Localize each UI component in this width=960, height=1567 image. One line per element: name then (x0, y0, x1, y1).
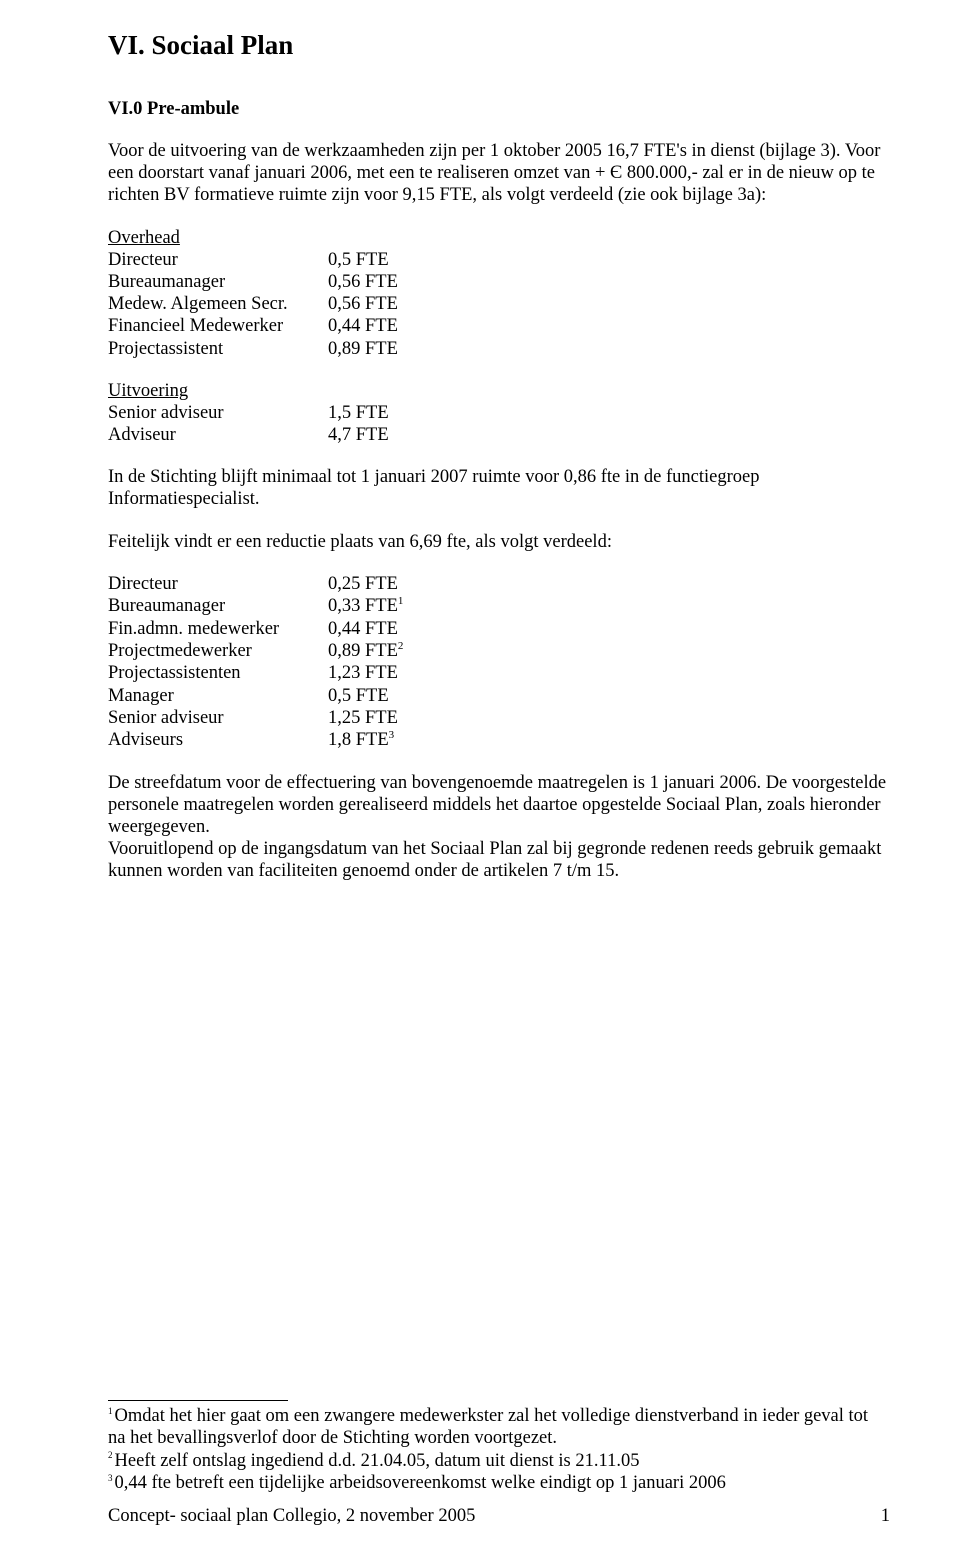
reductie-table: Directeur0,25 FTE Bureaumanager0,33 FTE1… (108, 573, 890, 752)
row-val: 0,25 FTE (328, 573, 890, 595)
table-row: Adviseurs1,8 FTE3 (108, 729, 890, 751)
table-row: Medew. Algemeen Secr.0,56 FTE (108, 293, 890, 315)
row-val: 1,23 FTE (328, 662, 890, 684)
vooruitlopend-paragraph: Vooruitlopend op de ingangsdatum van het… (108, 838, 890, 882)
overhead-heading: Overhead (108, 227, 890, 249)
row-val: 0,89 FTE2 (328, 640, 890, 662)
table-row: Bureaumanager0,56 FTE (108, 271, 890, 293)
row-key: Financieel Medewerker (108, 315, 328, 337)
table-row: Manager0,5 FTE (108, 685, 890, 707)
row-val: 1,25 FTE (328, 707, 890, 729)
row-key: Manager (108, 685, 328, 707)
stichting-paragraph: In de Stichting blijft minimaal tot 1 ja… (108, 466, 890, 510)
row-val: 0,44 FTE (328, 618, 890, 640)
row-key: Projectassistent (108, 338, 328, 360)
page-number: 1 (881, 1506, 890, 1527)
row-key: Directeur (108, 249, 328, 271)
intro-paragraph: Voor de uitvoering van de werkzaamheden … (108, 140, 890, 207)
row-val: 0,89 FTE (328, 338, 890, 360)
table-row: Projectassistenten1,23 FTE (108, 662, 890, 684)
footnote-rule (108, 1400, 288, 1401)
row-key: Senior adviseur (108, 707, 328, 729)
footnote: 30,44 fte betreft een tijdelijke arbeids… (108, 1472, 890, 1494)
row-key: Fin.admn. medewerker (108, 618, 328, 640)
row-val: 1,8 FTE3 (328, 729, 890, 751)
section-heading: VI.0 Pre-ambule (108, 99, 890, 120)
table-row: Directeur0,5 FTE (108, 249, 890, 271)
row-val: 4,7 FTE (328, 424, 890, 446)
row-val: 0,5 FTE (328, 685, 890, 707)
table-row: Directeur0,25 FTE (108, 573, 890, 595)
overhead-table: Overhead Directeur0,5 FTE Bureaumanager0… (108, 227, 890, 360)
table-row: Projectmedewerker0,89 FTE2 (108, 640, 890, 662)
row-val: 1,5 FTE (328, 402, 890, 424)
row-key: Senior adviseur (108, 402, 328, 424)
reductie-paragraph: Feitelijk vindt er een reductie plaats v… (108, 531, 890, 553)
row-val: 0,56 FTE (328, 271, 890, 293)
row-key: Adviseurs (108, 729, 328, 751)
row-val: 0,56 FTE (328, 293, 890, 315)
footnote: 2Heeft zelf ontslag ingediend d.d. 21.04… (108, 1450, 890, 1472)
footnotes: 1Omdat het hier gaat om een zwangere med… (108, 1400, 890, 1494)
table-row: Bureaumanager0,33 FTE1 (108, 595, 890, 617)
row-key: Bureaumanager (108, 271, 328, 293)
uitvoering-table: Uitvoering Senior adviseur1,5 FTE Advise… (108, 380, 890, 447)
document-title: VI. Sociaal Plan (108, 30, 890, 61)
page-footer: Concept- sociaal plan Collegio, 2 novemb… (108, 1506, 890, 1527)
table-row: Financieel Medewerker0,44 FTE (108, 315, 890, 337)
row-key: Projectmedewerker (108, 640, 328, 662)
footnote: 1Omdat het hier gaat om een zwangere med… (108, 1405, 890, 1449)
table-row: Projectassistent0,89 FTE (108, 338, 890, 360)
row-key: Medew. Algemeen Secr. (108, 293, 328, 315)
row-key: Projectassistenten (108, 662, 328, 684)
uitvoering-heading: Uitvoering (108, 380, 890, 402)
row-key: Directeur (108, 573, 328, 595)
row-key: Adviseur (108, 424, 328, 446)
table-row: Senior adviseur1,5 FTE (108, 402, 890, 424)
row-val: 0,33 FTE1 (328, 595, 890, 617)
row-val: 0,5 FTE (328, 249, 890, 271)
footer-left: Concept- sociaal plan Collegio, 2 novemb… (108, 1506, 475, 1527)
table-row: Fin.admn. medewerker0,44 FTE (108, 618, 890, 640)
row-key: Bureaumanager (108, 595, 328, 617)
table-row: Adviseur4,7 FTE (108, 424, 890, 446)
row-val: 0,44 FTE (328, 315, 890, 337)
streefdatum-paragraph: De streefdatum voor de effectuering van … (108, 772, 890, 839)
table-row: Senior adviseur1,25 FTE (108, 707, 890, 729)
